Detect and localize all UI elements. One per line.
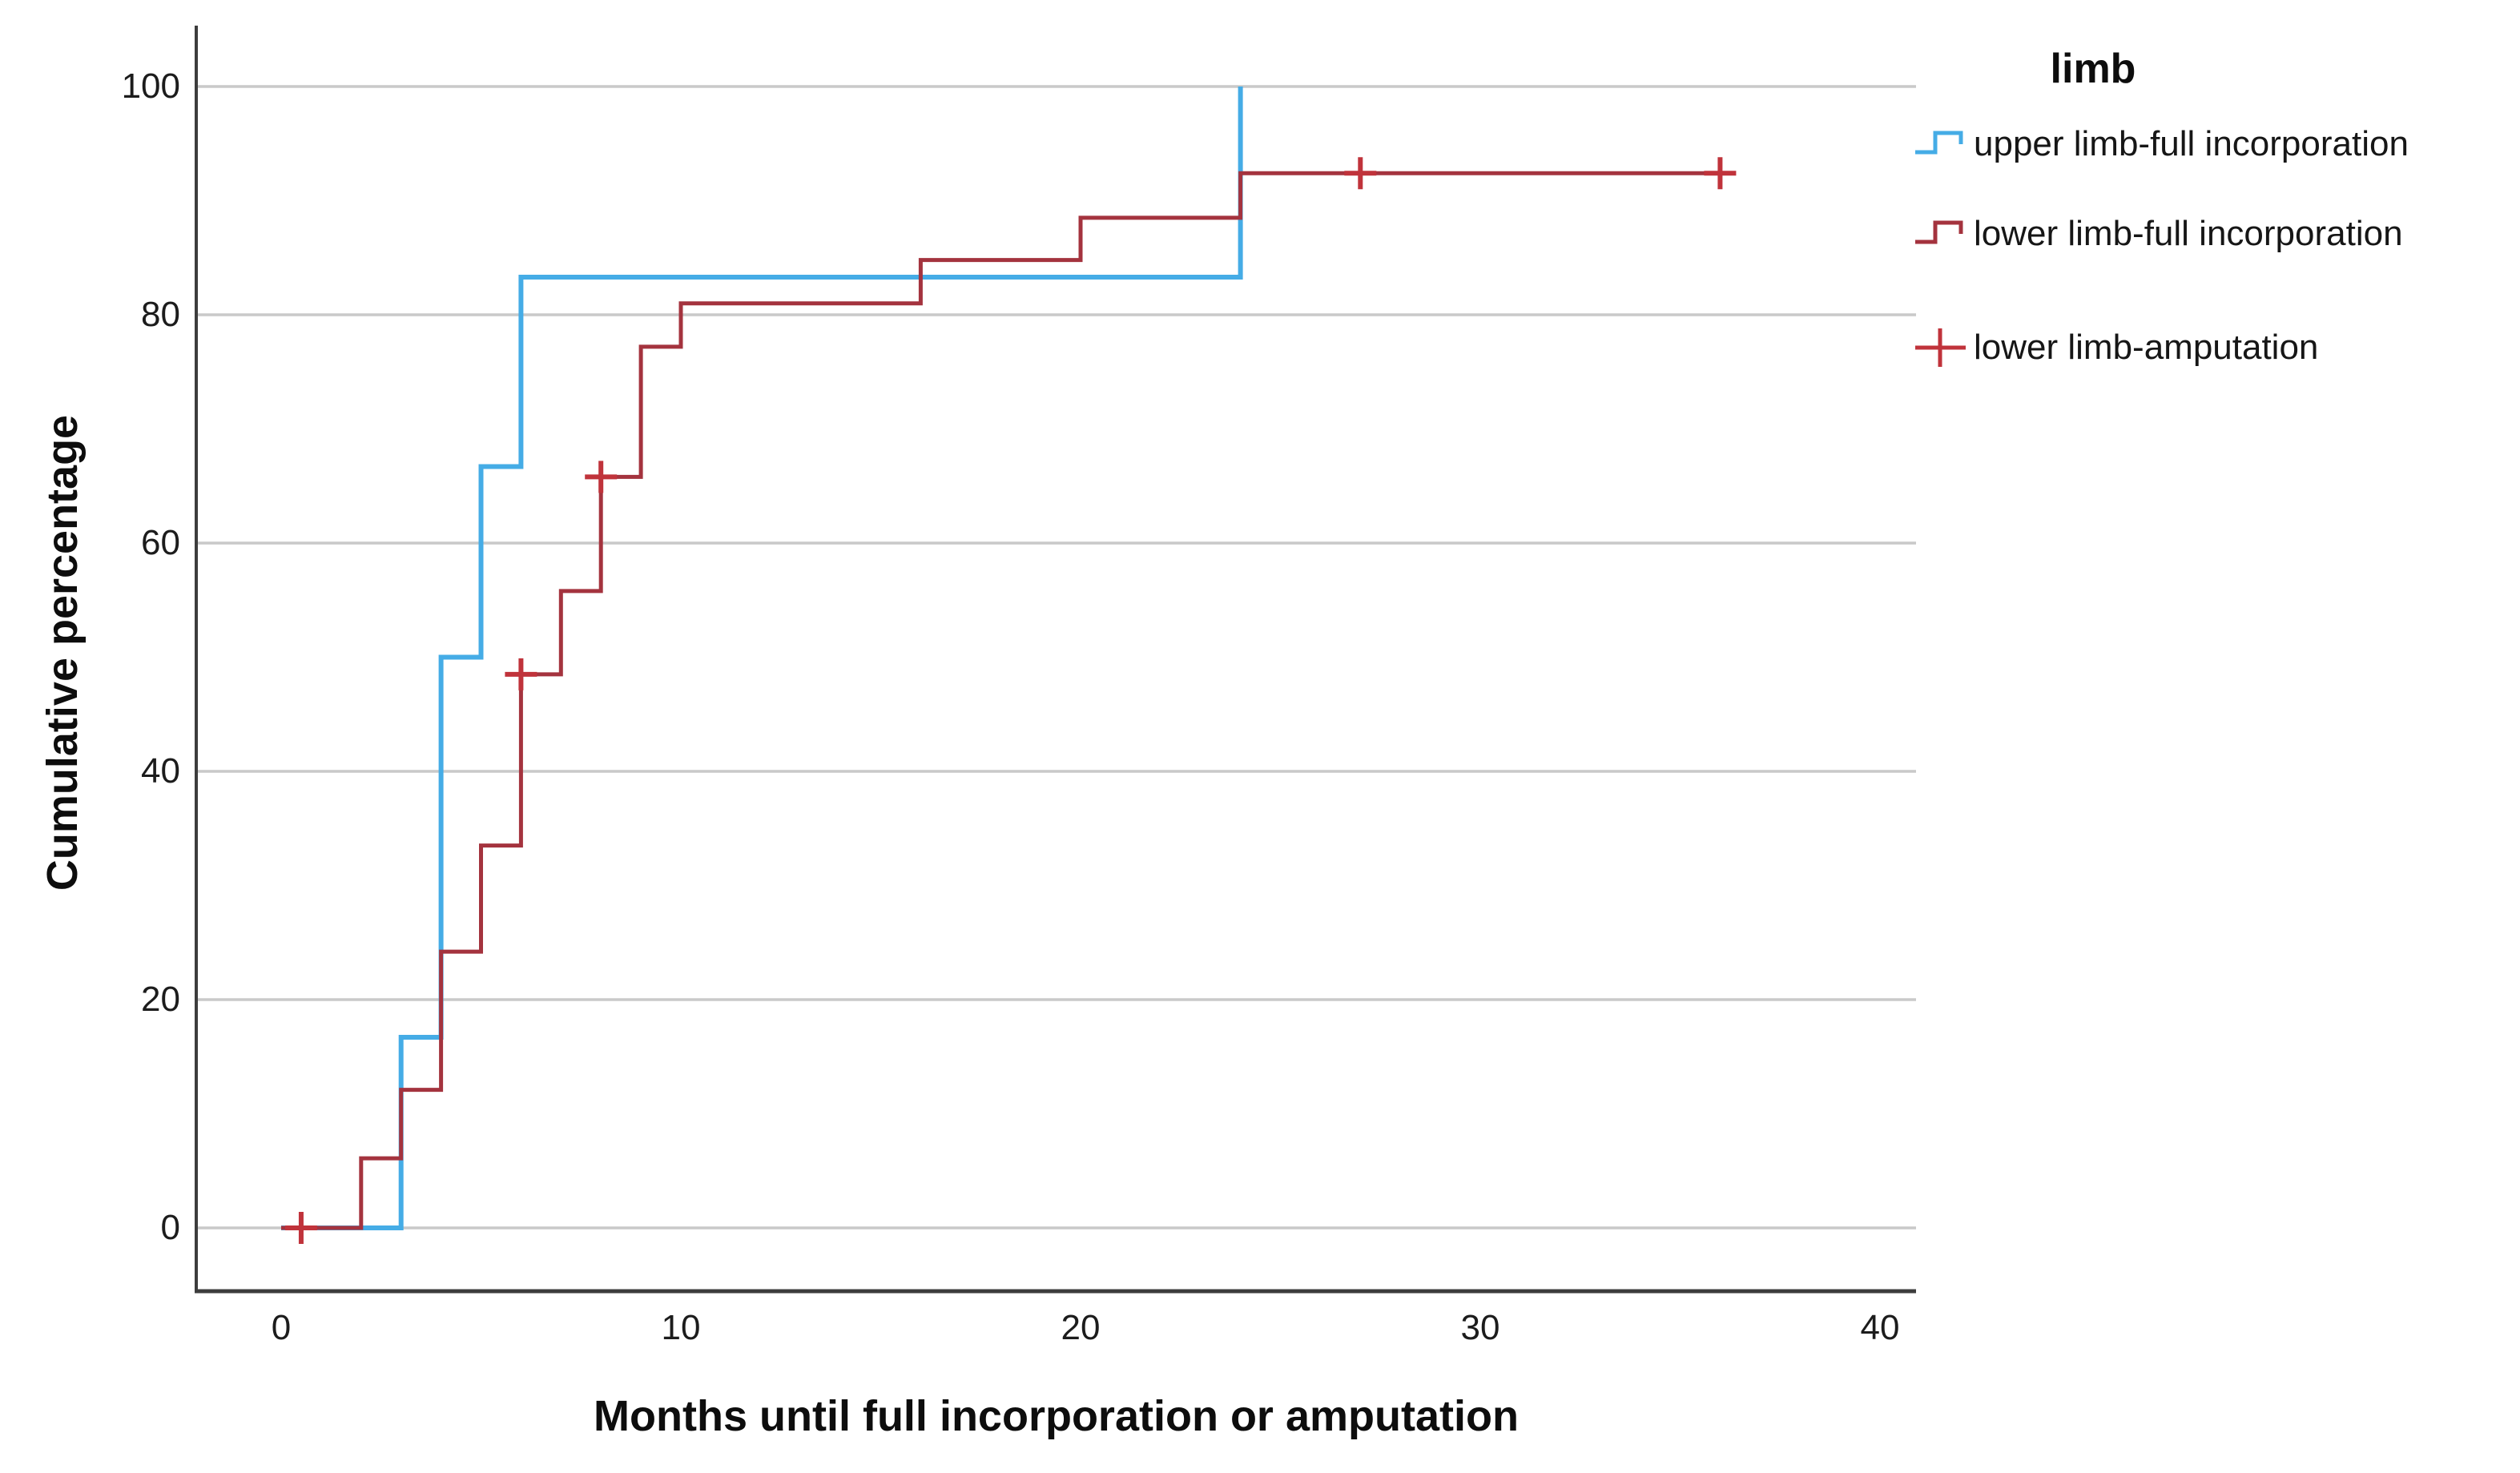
x-tick-label: 30 xyxy=(1460,1308,1500,1347)
y-tick-label: 40 xyxy=(141,751,180,791)
x-tick-label: 20 xyxy=(1061,1308,1101,1347)
y-tick-label: 0 xyxy=(160,1208,180,1247)
series-lower-limb-full-incorporation xyxy=(281,171,1721,1230)
y-tick-label: 20 xyxy=(141,980,180,1019)
x-tick-label: 10 xyxy=(661,1308,701,1347)
x-axis-title: Months until full incorporation or amput… xyxy=(594,1392,1519,1440)
step-line-key-icon xyxy=(1913,208,1974,260)
y-tick-label: 100 xyxy=(121,66,180,106)
y-tick-label: 60 xyxy=(141,523,180,562)
y-tick-label: 80 xyxy=(141,295,180,334)
x-tick-label: 0 xyxy=(271,1308,292,1347)
y-axis-title: Cumulative percentage xyxy=(38,414,87,891)
legend-label: lower limb-full incorporation xyxy=(1974,214,2403,253)
series-upper-limb-full-incorporation xyxy=(281,87,1243,1230)
x-tick-label: 40 xyxy=(1860,1308,1900,1347)
plus-marker-line-key-icon xyxy=(1913,322,1974,373)
legend-label: lower limb-amputation xyxy=(1974,328,2319,367)
legend-title: limb xyxy=(2050,46,2136,92)
legend-entry-lower-limb-amputation: lower limb-amputation xyxy=(1913,322,2486,373)
legend-entry-lower-limb-full-incorporation: lower limb-full incorporation xyxy=(1913,208,2486,260)
legend-entry-upper-limb-full-incorporation: upper limb-full incorporation xyxy=(1913,119,2486,170)
step-line-key-icon xyxy=(1913,119,1974,170)
legend-label: upper limb-full incorporation xyxy=(1974,124,2409,163)
